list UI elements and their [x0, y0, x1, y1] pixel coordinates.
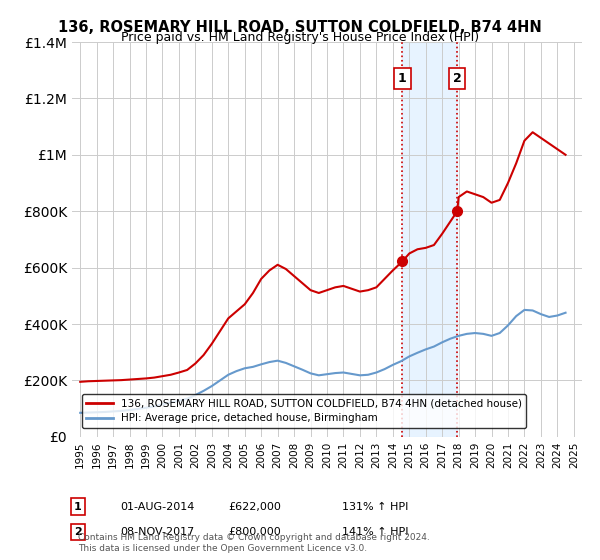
Text: 01-AUG-2014: 01-AUG-2014 [120, 502, 194, 512]
Legend: 136, ROSEMARY HILL ROAD, SUTTON COLDFIELD, B74 4HN (detached house), HPI: Averag: 136, ROSEMARY HILL ROAD, SUTTON COLDFIEL… [82, 394, 526, 428]
Text: 2: 2 [74, 527, 82, 537]
Text: £622,000: £622,000 [228, 502, 281, 512]
Text: 08-NOV-2017: 08-NOV-2017 [120, 527, 194, 537]
Text: Price paid vs. HM Land Registry's House Price Index (HPI): Price paid vs. HM Land Registry's House … [121, 31, 479, 44]
Text: Contains HM Land Registry data © Crown copyright and database right 2024.
This d: Contains HM Land Registry data © Crown c… [78, 533, 430, 553]
Text: 2: 2 [453, 72, 461, 85]
Text: 1: 1 [398, 72, 407, 85]
Text: £800,000: £800,000 [228, 527, 281, 537]
Text: 136, ROSEMARY HILL ROAD, SUTTON COLDFIELD, B74 4HN: 136, ROSEMARY HILL ROAD, SUTTON COLDFIEL… [58, 20, 542, 35]
Text: 131% ↑ HPI: 131% ↑ HPI [342, 502, 409, 512]
Text: 141% ↑ HPI: 141% ↑ HPI [342, 527, 409, 537]
Bar [403, 42, 457, 437]
Text: 1: 1 [74, 502, 82, 512]
